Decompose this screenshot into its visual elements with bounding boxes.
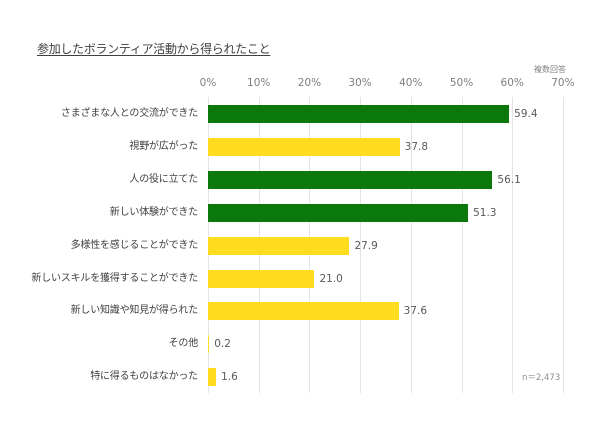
x-tick-label: 60% bbox=[500, 77, 524, 89]
gridline bbox=[410, 97, 412, 393]
category-label: 新しい知識や知見が得られた bbox=[70, 305, 199, 317]
category-label: 新しい体験ができた bbox=[109, 206, 198, 218]
x-tick-label: 20% bbox=[297, 77, 322, 89]
x-tick-label: 30% bbox=[348, 77, 372, 89]
bar-value-label: 21.0 bbox=[319, 272, 343, 285]
category-label: さまざまな人との交流ができた bbox=[60, 108, 198, 119]
sample-size-label: n＝2,473 bbox=[522, 373, 561, 383]
category-label: 人の役に立てた bbox=[129, 173, 198, 185]
chart-title: 参加したボランティア活動から得られたこと bbox=[37, 42, 271, 56]
x-tick-label: 70% bbox=[551, 77, 575, 89]
bar bbox=[208, 170, 493, 189]
x-tick-label: 0% bbox=[199, 77, 217, 89]
bar-value-label: 37.6 bbox=[403, 305, 428, 318]
x-tick-label: 50% bbox=[449, 77, 474, 89]
bar-value-label: 56.1 bbox=[497, 173, 521, 186]
bar-value-label: 1.6 bbox=[221, 371, 238, 384]
bar bbox=[208, 335, 210, 354]
category-label: 新しいスキルを獲得することができた bbox=[31, 272, 198, 284]
bar bbox=[208, 203, 469, 222]
bar-value-label: 27.9 bbox=[354, 239, 378, 252]
bar bbox=[208, 105, 510, 123]
bar-value-label: 51.3 bbox=[473, 206, 497, 219]
bar-value-label: 0.2 bbox=[214, 338, 231, 351]
bar bbox=[208, 368, 217, 387]
bar bbox=[208, 269, 315, 288]
bar bbox=[208, 236, 350, 255]
multiple-answer-note: 複数回答 bbox=[534, 65, 566, 74]
category-label: 特に得るものはなかった bbox=[90, 371, 198, 383]
gridline bbox=[360, 97, 362, 393]
bar-value-label: 59.4 bbox=[514, 108, 538, 120]
bar-value-label: 37.8 bbox=[404, 140, 429, 153]
category-label: 多様性を感じることができた bbox=[70, 239, 199, 251]
gridline bbox=[562, 97, 564, 393]
bar bbox=[208, 302, 399, 321]
category-label: 視野が広がった bbox=[129, 140, 198, 152]
category-label: その他 bbox=[168, 338, 199, 350]
gridline bbox=[512, 97, 514, 393]
x-tick-label: 10% bbox=[247, 77, 271, 89]
x-tick-label: 40% bbox=[399, 77, 423, 89]
gridline bbox=[461, 97, 463, 393]
bar bbox=[208, 137, 400, 156]
plot-area: 59.4 37.8 56.1 51.3 27.9 21.0 37.6 0.2 1.6 bbox=[208, 97, 564, 393]
